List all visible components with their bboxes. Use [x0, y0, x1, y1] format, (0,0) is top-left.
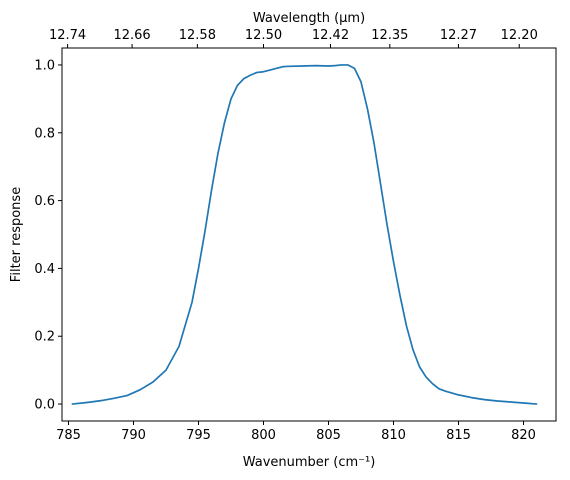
y-tick-label: 0.6 [34, 194, 55, 209]
ticks-layer: 785 790 795 800 805 810 815 820 0.0 0.2 0.4 0.6 0.8 1… [34, 28, 538, 443]
top-tick-label: 12.58 [179, 28, 216, 43]
plot-frame [61, 47, 557, 422]
top-tick-label: 12.50 [245, 28, 282, 43]
y-axis-label: Filter response [9, 187, 24, 282]
y-tick-label: 0.8 [34, 126, 55, 141]
y-tick-label: 1.0 [34, 58, 55, 73]
top-tick-label: 12.20 [501, 28, 538, 43]
top-tick-label: 12.35 [371, 28, 408, 43]
plot-layer [71, 64, 538, 405]
x-tick-label: 795 [186, 428, 211, 443]
top-x-axis-label: Wavelength (μm) [253, 11, 365, 26]
x-tick-label: 810 [381, 428, 406, 443]
x-tick-label: 820 [511, 428, 536, 443]
x-tick-label: 800 [251, 428, 276, 443]
top-tick-label: 12.66 [113, 28, 150, 43]
filter-response-line [71, 64, 538, 405]
x-tick-label: 805 [316, 428, 341, 443]
y-tick-label: 0.4 [34, 262, 55, 277]
y-tick-label: 0.2 [34, 330, 55, 345]
x-tick-label: 785 [56, 428, 81, 443]
y-tick-label: 0.0 [34, 398, 55, 413]
top-tick-label: 12.74 [49, 28, 86, 43]
x-tick-label: 815 [446, 428, 471, 443]
top-tick-label: 12.27 [440, 28, 477, 43]
x-tick-label: 790 [121, 428, 146, 443]
top-tick-label: 12.42 [312, 28, 349, 43]
x-axis-label: Wavenumber (cm⁻¹) [243, 455, 376, 470]
